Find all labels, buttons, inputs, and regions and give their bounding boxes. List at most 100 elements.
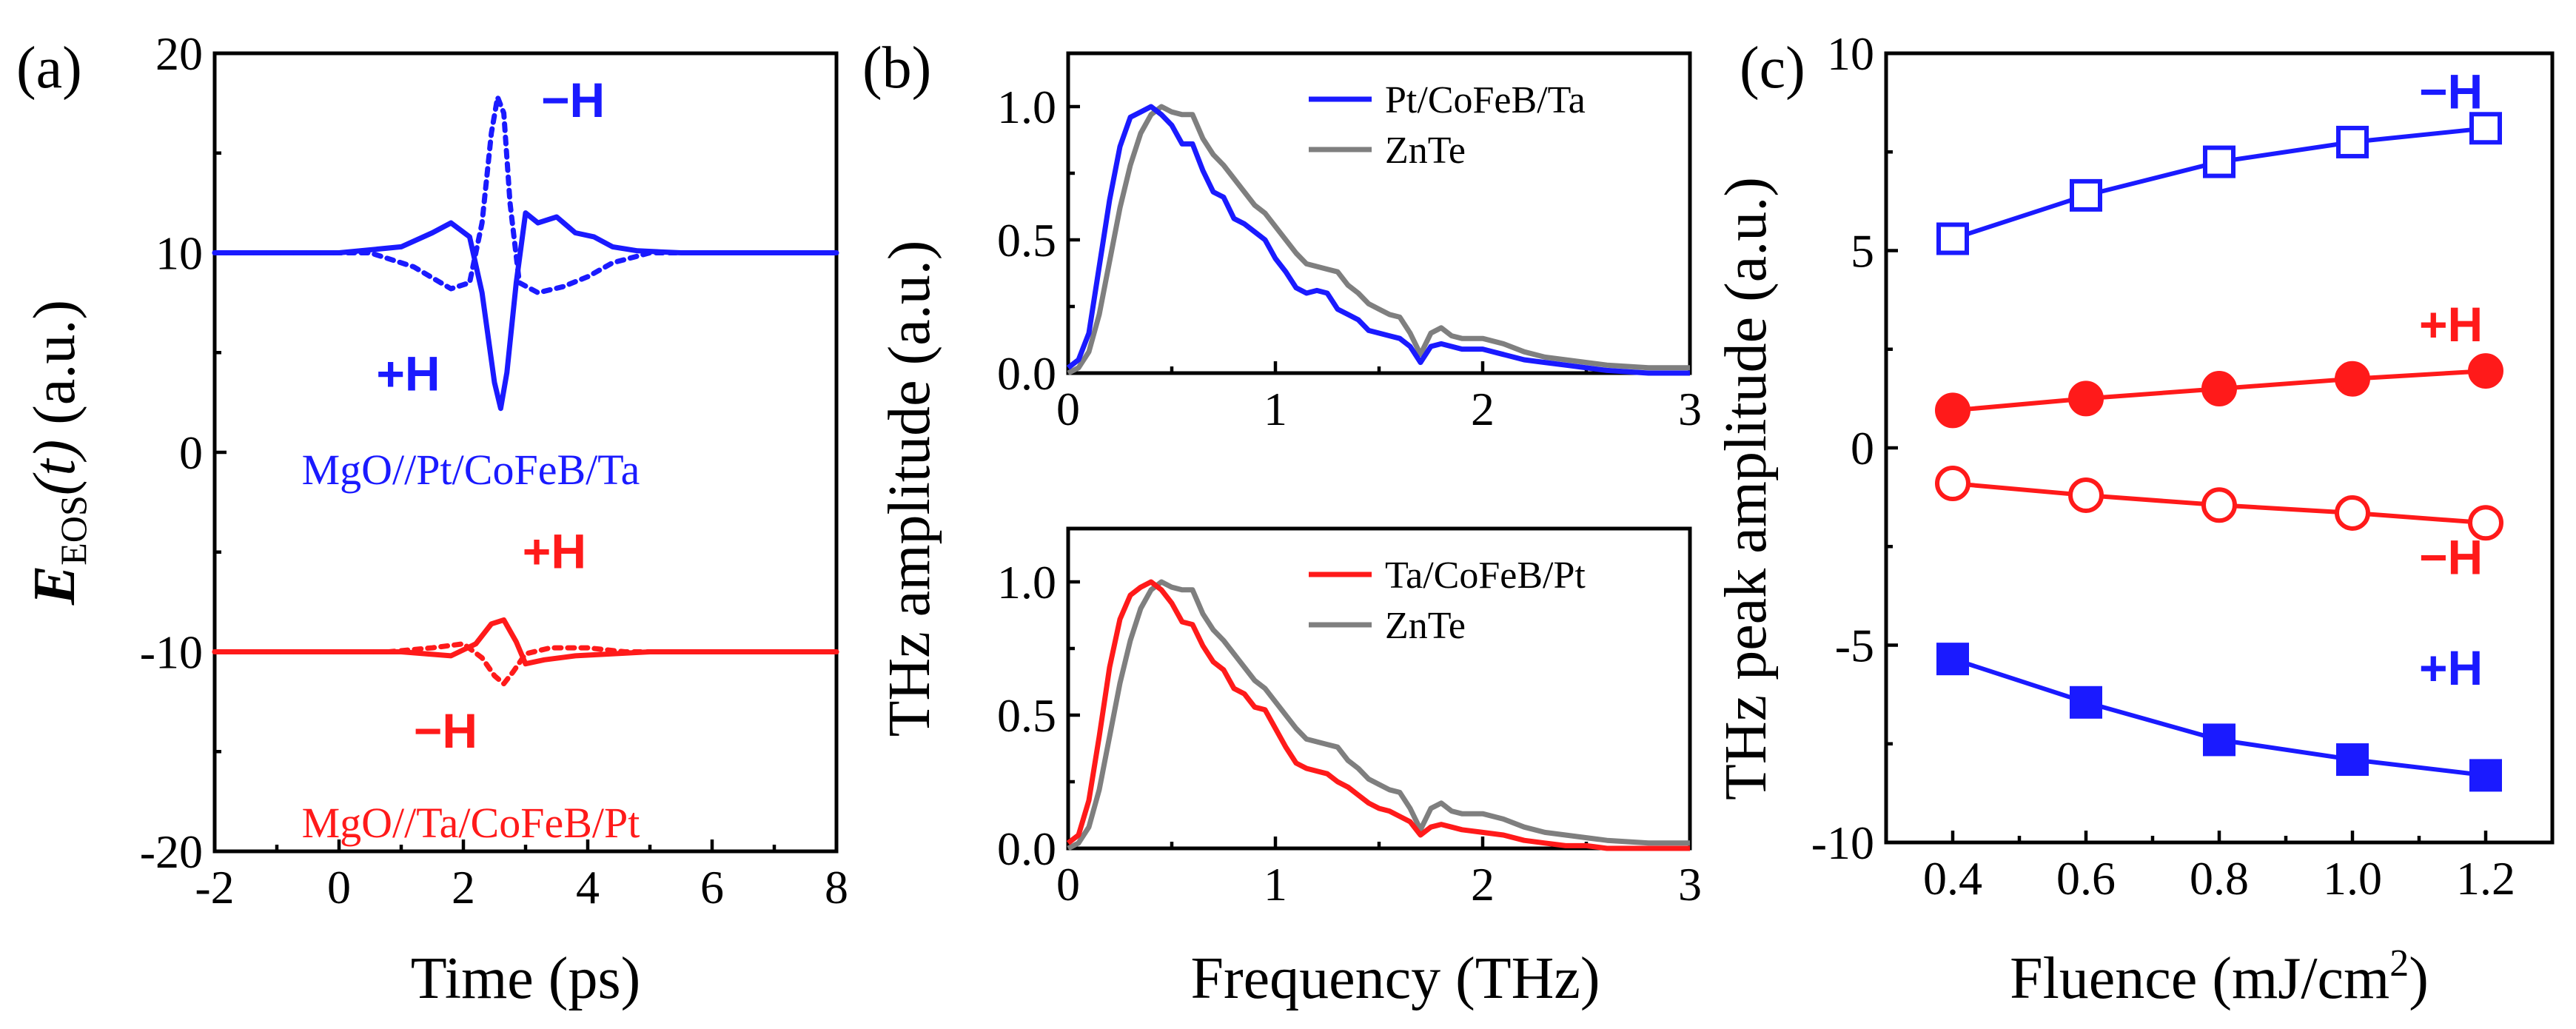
legend-label: Ta/CoFeB/Pt [1385,554,1586,597]
y-label-arg: (t) [22,425,87,496]
x-tick-label: 0.4 [1923,852,1982,905]
annotation: +H [376,346,440,400]
series-line-2 [212,617,839,667]
data-point-square [2336,125,2369,158]
x-axis-label: Fluence (mJ/cm2) [2010,942,2429,1011]
data-point-square [2070,178,2102,212]
x-tick-label: 1 [1264,383,1287,435]
data-point-square [1936,222,1969,255]
legend: Pt/CoFeB/Ta ZnTe [1309,79,1586,172]
data-point-square [1936,643,1969,676]
y-label-subscript: EOS [53,495,94,565]
data-point-circle [2468,353,2503,389]
x-tick-label: 4 [576,861,600,914]
x-tick-label: 2 [1471,858,1495,911]
x-tick-label: 1 [1264,858,1287,911]
x-tick-label: 0 [1056,383,1080,435]
x-tick-label: -2 [195,861,234,914]
series-line-pt-cofeb-ta [1066,104,1690,376]
data-point-circle [1935,392,1970,429]
subplot-upper: 0 1 2 3 0.0 0.5 1.0 Pt/CoFeB/Ta ZnTe [997,51,1702,435]
x-axis-label: Time (ps) [411,946,640,1011]
data-point-circle [2068,477,2104,513]
series-line-0 [212,210,839,412]
data-point-circle [2335,495,2370,531]
panel-b: (b) THz amplitude (a.u.) Frequency (THz) 0 1… [862,36,1702,1011]
series-line-3 [212,641,839,687]
panel-label: (a) [16,36,82,101]
x-tick-label: 6 [700,861,724,914]
data-point-square [2070,686,2102,719]
data-point-circle [2201,487,2237,523]
data-point-square [2469,112,2502,145]
x-label-sup: 2 [2389,942,2409,985]
y-axis-label: THz peak amplitude (a.u.) [1714,177,1779,800]
y-label-unit: (a.u.) [22,300,87,425]
legend-label: ZnTe [1385,130,1466,172]
y-tick-label: 5 [1851,225,1874,278]
x-tick-label: 3 [1678,858,1702,911]
y-tick-label: -20 [140,825,203,878]
x-tick-label: 1.2 [2456,852,2515,905]
x-label-end: ) [2409,946,2429,1011]
series-line-0 [1952,126,2486,241]
x-tick-label: 8 [825,861,848,914]
panel-c: 0.4 0.6 0.8 1.0 1.2 -10 -5 0 5 10 (c) THz peak ampl… [1714,27,2555,1011]
subplot-lower: 0 1 2 3 0.0 0.5 1.0 Ta/CoFeB/Pt ZnTe [997,526,1702,911]
y-tick-label: 0 [1851,422,1874,475]
legend-label: Pt/CoFeB/Ta [1385,79,1586,121]
x-tick-label: 0 [327,861,351,914]
y-tick-label: 10 [1827,27,1874,80]
y-tick-label: 0.0 [997,822,1056,875]
x-label-main: Fluence (mJ/cm [2010,946,2389,1011]
x-tick-label: 0.6 [2056,852,2116,905]
y-tick-label: 20 [155,27,203,80]
annotation: −H [541,73,605,127]
data-point-square [2203,145,2235,178]
y-axis-label: EEOS(t) (a.u.) [22,300,94,606]
x-tick-label: 0 [1056,858,1080,911]
annotation: MgO//Ta/CoFeB/Pt [302,799,640,847]
y-tick-label: 1.0 [997,81,1056,133]
x-tick-label: 0.8 [2190,852,2249,905]
data-point-circle [2068,381,2104,417]
series-line-znte [1067,104,1690,376]
y-tick-label: 1.0 [997,556,1056,609]
annotation: −H [2419,64,2483,119]
legend: Ta/CoFeB/Pt ZnTe [1309,554,1586,647]
y-label-symbol: E [22,566,87,606]
legend-label: ZnTe [1385,605,1466,647]
panel-label: (c) [1740,36,1805,101]
y-axis-label: THz amplitude (a.u.) [877,241,942,737]
data-point-circle [2335,361,2370,397]
series-line-znte [1067,579,1690,851]
y-tick-label: -5 [1835,620,1874,672]
plot-frame [1066,526,1692,851]
annotation: +H [2419,297,2483,352]
series-line-ta-cofeb-pt [1066,579,1690,851]
annotation: MgO//Pt/CoFeB/Ta [302,446,640,494]
y-tick-label: 0.0 [997,347,1056,400]
data-point-circle [2201,371,2237,407]
annotation: −H [2419,530,2483,585]
series-line-3 [1952,657,2486,778]
y-tick-label: -10 [1811,817,1874,869]
y-tick-label: 0 [179,426,203,479]
panel-label: (b) [862,36,931,101]
x-tick-label: 2 [452,861,475,914]
annotation: +H [523,523,586,578]
series-line-1 [212,94,839,295]
y-tick-label: 0.5 [997,689,1056,742]
data-point-circle [1935,465,1970,501]
x-tick-label: 3 [1678,383,1702,435]
annotation: +H [2419,640,2483,695]
data-point-square [2336,743,2369,777]
y-tick-label: 10 [155,227,203,280]
data-point-circle [2468,505,2503,541]
y-tick-label: -10 [140,626,203,679]
y-tick-label: 0.5 [997,214,1056,267]
data-point-square [2203,723,2235,757]
annotation: −H [414,703,477,758]
